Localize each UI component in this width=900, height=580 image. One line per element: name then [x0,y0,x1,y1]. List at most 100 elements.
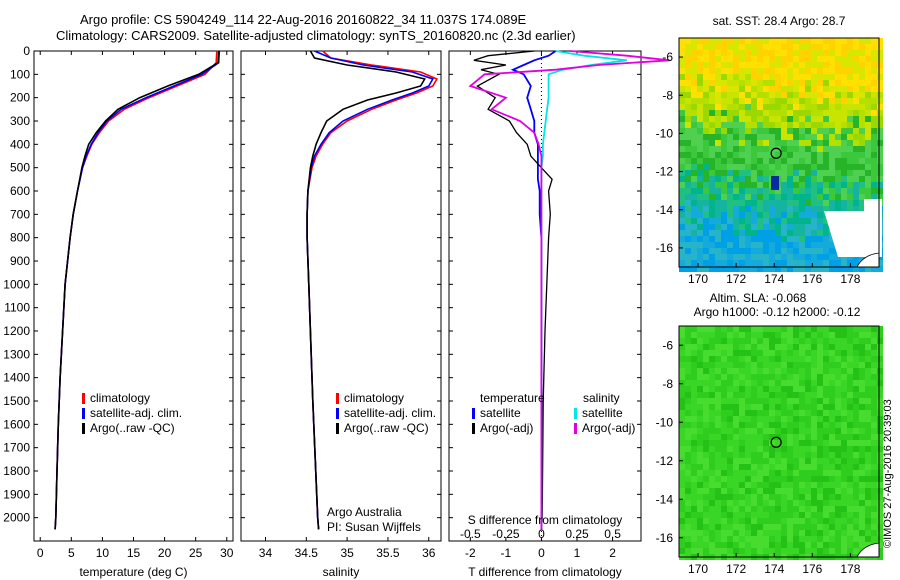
map-cell [733,482,739,488]
map-cell [799,176,805,182]
map-cell [751,164,757,170]
map-cell [751,500,757,506]
map-cell [709,392,715,398]
map-cell [799,542,805,548]
map-cell [781,410,787,416]
map-cell [733,38,739,44]
map-cell [745,80,751,86]
map-cell [781,176,787,182]
map-cell [733,254,739,260]
map-cell [709,242,715,248]
map-cell [835,440,841,446]
map-ytick-label: -10 [656,415,674,429]
map-cell [805,44,811,50]
map-cell [799,188,805,194]
map-cell [847,500,853,506]
map-cell [871,332,877,338]
map-cell [811,98,817,104]
map-cell [817,188,823,194]
map-cell [697,122,703,128]
map-cell [829,68,835,74]
map-cell [703,512,709,518]
map-cell [763,530,769,536]
map-cell [745,188,751,194]
map-cell [847,80,853,86]
map-cell [811,422,817,428]
map-cell [769,44,775,50]
map-cell [697,500,703,506]
map-cell [715,266,721,272]
map-cell [847,62,853,68]
map-cell [865,194,871,200]
map-cell [703,398,709,404]
map-cell [697,494,703,500]
map-cell [817,542,823,548]
map-cell [841,518,847,524]
map-cell [823,176,829,182]
depth-tick-label: 1300 [3,347,30,361]
map-cell [799,116,805,122]
map-cell [715,146,721,152]
map-cell [811,446,817,452]
map-cell [793,206,799,212]
map-cell [799,212,805,218]
map-cell [775,164,781,170]
map-cell [715,92,721,98]
map-cell [823,362,829,368]
map-cell [817,170,823,176]
map-cell [679,362,685,368]
map-cell [763,410,769,416]
map-cell [799,92,805,98]
map-cell [751,236,757,242]
map-cell [769,344,775,350]
map-cell [847,476,853,482]
map-cell [679,476,685,482]
map-cell [781,350,787,356]
map-cell [763,254,769,260]
map-cell [793,416,799,422]
map-cell [751,122,757,128]
temperature-xtick-label: 30 [220,546,234,560]
map-cell [799,506,805,512]
map-cell [739,350,745,356]
map-cell [787,548,793,554]
map-cell [769,434,775,440]
map-cell [817,146,823,152]
map-cell [721,194,727,200]
map-cell [733,410,739,416]
map-cell [757,122,763,128]
map-cell [679,128,685,134]
map-cell [691,404,697,410]
map-cell [829,542,835,548]
map-cell [835,476,841,482]
map-cell [739,434,745,440]
map-cell [751,440,757,446]
map-cell [877,110,883,116]
map-cell [823,524,829,530]
map-cell [871,266,877,272]
map-cell [709,398,715,404]
map-cell [787,74,793,80]
map-cell [745,38,751,44]
map-cell [877,374,883,380]
map-cell [721,524,727,530]
map-cell [745,146,751,152]
map-cell [685,512,691,518]
map-cell [715,440,721,446]
map-cell [715,158,721,164]
map-cell [709,206,715,212]
salinity-xtick-label: 36 [422,546,436,560]
map-cell [805,500,811,506]
map-cell [715,476,721,482]
map-cell [721,332,727,338]
map-cell [799,434,805,440]
map-cell [751,200,757,206]
map-cell [823,536,829,542]
map-cell [757,356,763,362]
map-cell [793,152,799,158]
map-cell [877,68,883,74]
map-cell [709,428,715,434]
map-cell [829,380,835,386]
map-cell [721,104,727,110]
map-cell [847,464,853,470]
